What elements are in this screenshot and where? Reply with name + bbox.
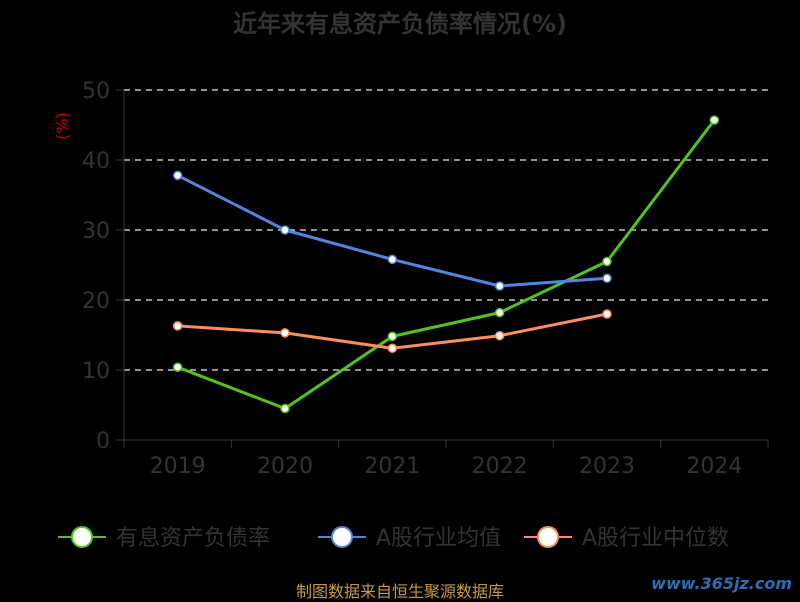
data-point — [494, 307, 505, 318]
data-point — [387, 343, 398, 354]
data-point — [280, 328, 290, 338]
legend-marker — [71, 526, 93, 548]
series-line-2 — [177, 312, 608, 350]
legend-label: A股行业中位数 — [582, 526, 729, 551]
series-group — [172, 115, 720, 414]
y-axis-label: (%) — [53, 112, 72, 140]
y-tick-label: 50 — [82, 79, 110, 104]
data-point — [280, 403, 290, 414]
legend: 有息资产负债率 A股行业均值 A股行业中位数 — [58, 526, 729, 551]
x-tick-label: 2024 — [686, 454, 742, 479]
x-tick-label: 2021 — [364, 454, 420, 479]
series-line-0 — [177, 119, 716, 410]
series-line-1 — [176, 174, 608, 288]
y-tick-label: 40 — [82, 149, 110, 174]
x-tick-labels: 2019 2020 2021 2022 2023 2024 — [150, 454, 743, 479]
legend-label: A股行业均值 — [376, 526, 501, 551]
y-tick-label: 0 — [96, 429, 110, 454]
x-tick-label: 2023 — [579, 454, 635, 479]
data-point — [172, 362, 183, 372]
data-point — [494, 330, 505, 341]
data-point — [387, 254, 398, 265]
data-point — [172, 170, 183, 181]
x-tick-label: 2022 — [472, 454, 528, 479]
data-point — [602, 256, 612, 267]
data-point — [602, 273, 612, 284]
data-point — [602, 309, 612, 319]
data-point — [709, 115, 720, 125]
data-point — [387, 331, 398, 342]
data-point — [494, 281, 505, 291]
y-tick-label: 30 — [82, 219, 110, 244]
y-tick-labels: 0 10 20 30 40 50 — [82, 79, 110, 454]
legend-marker — [537, 526, 559, 548]
data-source-note: 制图数据来自恒生聚源数据库 — [295, 582, 504, 601]
axes — [123, 90, 769, 448]
data-point — [172, 321, 183, 331]
y-tick-label: 20 — [82, 289, 110, 314]
x-tick-label: 2019 — [150, 454, 206, 479]
x-tick-label: 2020 — [257, 454, 313, 479]
legend-label: 有息资产负债率 — [116, 526, 270, 551]
legend-marker — [331, 526, 353, 548]
watermark: www.365jz.com — [651, 574, 792, 593]
grid-lines — [116, 89, 768, 441]
data-point — [280, 225, 290, 235]
y-tick-label: 10 — [82, 359, 110, 384]
chart-title: 近年来有息资产负债率情况(%) — [233, 10, 567, 38]
